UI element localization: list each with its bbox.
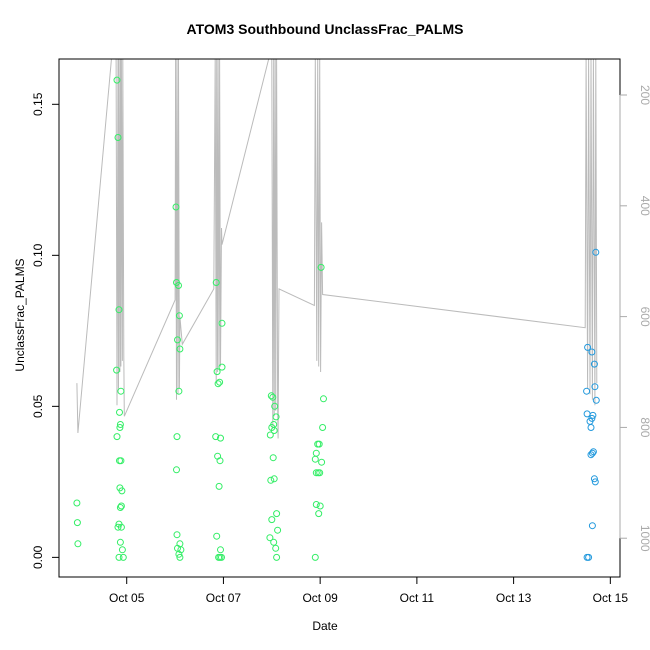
data-point (269, 517, 275, 523)
data-point (217, 379, 223, 385)
y-tick-label: 0.10 (31, 243, 45, 267)
data-point (118, 388, 124, 394)
data-point (588, 425, 594, 431)
data-point (312, 554, 318, 560)
data-point (274, 511, 280, 517)
y2-tick-label: 800 (638, 417, 650, 437)
data-point (316, 511, 322, 517)
data-point (119, 547, 125, 553)
x-tick-label: Oct 13 (496, 591, 532, 605)
data-point (273, 545, 279, 551)
data-point (270, 455, 276, 461)
data-point (74, 500, 80, 506)
y2-tick-label: 1000 (638, 525, 650, 552)
data-point (313, 450, 319, 456)
data-point (593, 397, 599, 403)
data-point (313, 502, 319, 508)
y-tick-label: 0.05 (31, 394, 45, 418)
data-point (267, 432, 273, 438)
data-point (319, 459, 325, 465)
data-point (117, 539, 123, 545)
data-point (174, 532, 180, 538)
y-axis: 0.00 0.05 0.10 0.15 (31, 92, 59, 569)
y-tick-label: 0.15 (31, 92, 45, 116)
y2-tick-label: 600 (638, 307, 650, 327)
pressure-line (77, 56, 597, 438)
data-point (114, 434, 120, 440)
data-point (74, 520, 80, 526)
plot-frame (59, 59, 620, 577)
x-axis: Oct 05 Oct 07 Oct 09 Oct 11 Oct 13 Oct 15 (109, 577, 628, 605)
data-point (216, 483, 222, 489)
data-point (174, 434, 180, 440)
data-point (117, 409, 123, 415)
points-layer (74, 77, 599, 560)
data-point (321, 396, 327, 402)
y2-tick-label: 200 (638, 85, 650, 105)
data-point (584, 411, 590, 417)
x-tick-label: Oct 15 (593, 591, 629, 605)
pressure-track-layer (77, 56, 597, 438)
data-point (174, 467, 180, 473)
data-point (75, 541, 81, 547)
data-point (214, 533, 220, 539)
y2-axis: 200 400 600 800 1000 (620, 85, 650, 552)
data-point (317, 503, 323, 509)
x-tick-label: Oct 09 (302, 591, 338, 605)
data-point (219, 364, 225, 370)
data-point (218, 547, 224, 553)
data-point (593, 249, 599, 255)
data-point (584, 388, 590, 394)
x-tick-label: Oct 11 (400, 591, 435, 605)
data-point (589, 523, 595, 529)
data-point (274, 554, 280, 560)
data-point (312, 456, 318, 462)
data-point (120, 554, 126, 560)
data-point (215, 381, 221, 387)
y-tick-label: 0.00 (31, 545, 45, 569)
data-point (271, 539, 277, 545)
data-point (275, 527, 281, 533)
x-tick-label: Oct 05 (109, 591, 145, 605)
y2-tick-label: 400 (638, 196, 650, 216)
data-point (268, 393, 274, 399)
x-tick-label: Oct 07 (206, 591, 242, 605)
data-point (320, 425, 326, 431)
